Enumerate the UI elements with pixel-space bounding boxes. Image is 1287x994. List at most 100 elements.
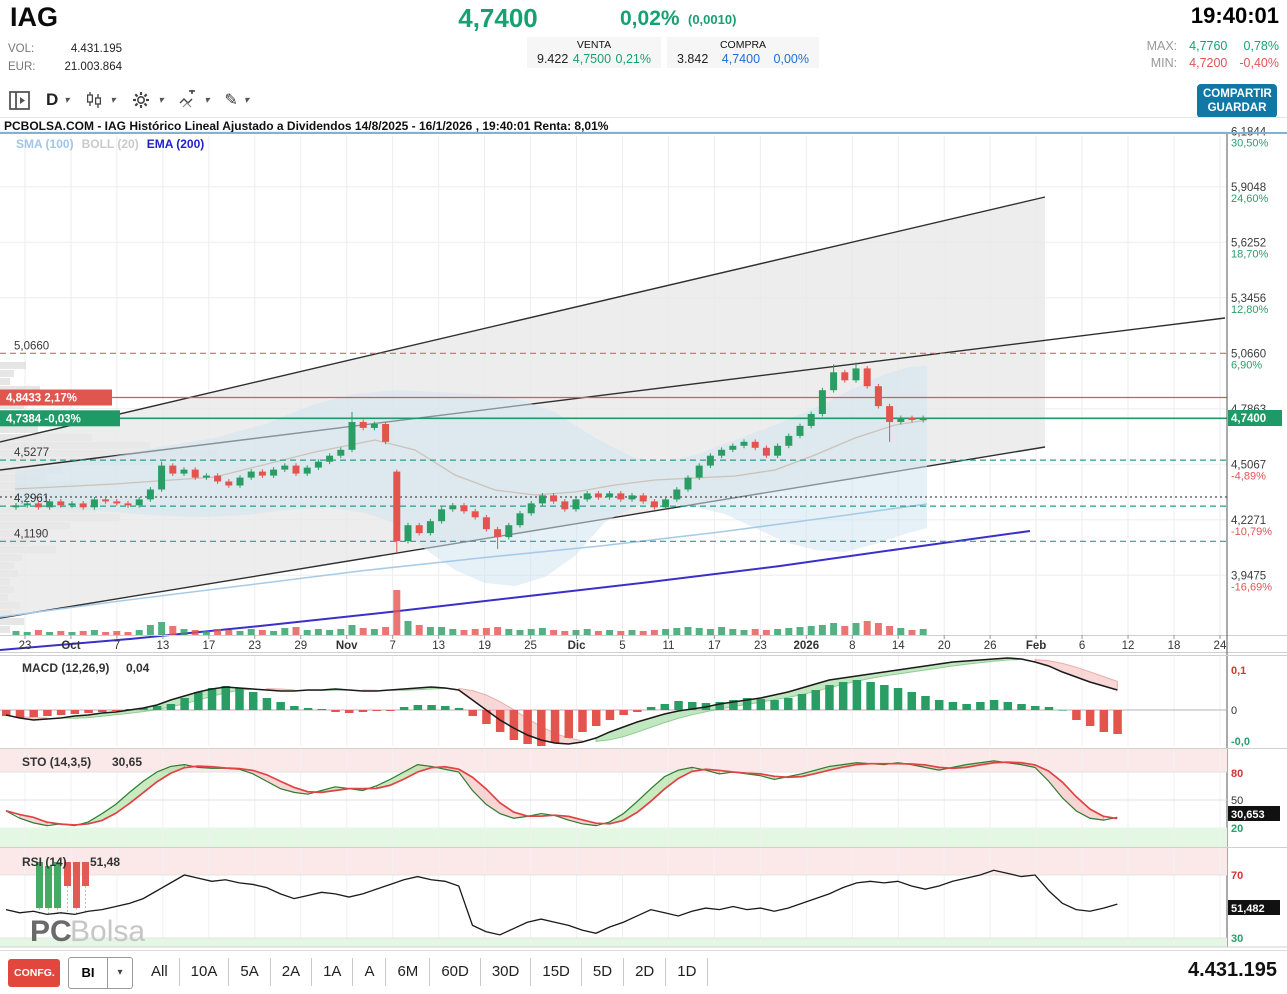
svg-text:4,5277: 4,5277 [14,447,49,459]
svg-text:13: 13 [432,640,445,652]
bid-pct: 0,21% [615,52,651,66]
period-15d[interactable]: 15D [531,958,582,986]
svg-text:Nov: Nov [336,640,358,652]
title-divider [0,132,1287,134]
svg-text:4,8433 2,17%: 4,8433 2,17% [6,393,77,405]
change-absolute: (0,0010) [688,12,737,27]
svg-text:80: 80 [1231,768,1243,780]
chevron-down-icon: ▾ [243,94,249,106]
svg-text:2026: 2026 [794,640,820,652]
period-2a[interactable]: 2A [271,958,313,986]
svg-text:-4,89%: -4,89% [1231,470,1266,482]
period-2d[interactable]: 2D [624,958,667,986]
vol-value: 4.431.195 [70,43,122,55]
svg-text:5: 5 [619,640,625,652]
svg-text:5,0660: 5,0660 [14,340,49,352]
svg-text:18,70%: 18,70% [1231,248,1269,260]
period-5d[interactable]: 5D [582,958,625,986]
svg-text:11: 11 [662,640,674,652]
svg-text:24: 24 [1214,640,1227,652]
macd-label: MACD (12,26,9) [22,661,110,675]
volume-eur-block: VOL: 4.431.195 EUR: 21.003.864 [8,40,122,76]
max-min-block: MAX: 4,7760 0,78% MIN: 4,7200 -0,40% [1135,38,1279,72]
svg-text:Oct: Oct [61,640,80,652]
index-selector-value[interactable]: BI [69,958,108,988]
share-save-button[interactable]: COMPARTIR GUARDAR [1197,84,1277,118]
svg-text:30,653: 30,653 [1231,809,1265,821]
chevron-down-icon: ▾ [158,94,164,106]
ask-pct: 0,00% [773,52,809,66]
rsi-value: 51,48 [90,855,121,869]
config-button[interactable]: CONFG. [8,959,60,987]
period-1d[interactable]: 1D [666,958,709,986]
period-30d[interactable]: 30D [481,958,532,986]
svg-text:7: 7 [114,640,120,652]
eur-value: 21.003.864 [64,61,122,73]
chart-type-select[interactable]: ▾ [84,90,115,110]
chevron-down-icon[interactable]: ▾ [117,967,123,978]
symbol-title: IAG [10,2,59,32]
svg-text:12: 12 [1122,640,1135,652]
svg-text:PC: PC [30,915,72,948]
svg-text:6: 6 [1079,640,1085,652]
svg-text:6,90%: 6,90% [1231,359,1262,371]
svg-text:30: 30 [1231,933,1243,945]
svg-text:Feb: Feb [1026,640,1046,652]
svg-text:13: 13 [156,640,169,652]
svg-text:30,50%: 30,50% [1231,137,1269,149]
chart-toolbar: D ▾ ▾ ▾ ▾ ✎ ▾ [8,84,249,116]
timeframe-value: D [46,90,59,109]
svg-text:3,9475: 3,9475 [1231,570,1266,582]
candlestick-icon [87,92,102,108]
min-label: MIN: [1150,56,1178,70]
svg-text:70: 70 [1231,870,1243,882]
svg-text:17: 17 [202,640,215,652]
bid-box: VENTA 9.422 4,7500 0,21% [527,37,661,68]
chevron-down-icon: ▾ [204,94,210,106]
svg-text:7: 7 [389,640,395,652]
chevron-down-icon: ▾ [110,94,116,106]
svg-text:4,2961: 4,2961 [14,493,49,505]
period-1a[interactable]: 1A [312,958,354,986]
svg-text:51,482: 51,482 [1231,903,1265,915]
share-line2: GUARDAR [1207,102,1267,114]
last-price: 4,7400 [458,3,538,33]
svg-text:8: 8 [849,640,855,652]
svg-text:0: 0 [1231,705,1237,717]
svg-text:29: 29 [294,640,307,652]
svg-text:20: 20 [1231,823,1243,835]
period-all[interactable]: All [140,958,180,986]
share-line1: COMPARTIR [1203,88,1272,100]
max-price: 4,7760 [1189,39,1228,53]
max-label: MAX: [1146,39,1178,53]
timeframe-select[interactable]: D ▾ [46,90,69,110]
ask-label: COMPRA [719,39,767,51]
svg-text:4,7400: 4,7400 [1231,413,1266,425]
bottom-toolbar: CONFG. BI ▾ All 10A 5A 2A 1A A 6M 60D 30D 15D 5D 2D… [0,950,1287,994]
svg-text:12,80%: 12,80% [1231,304,1269,316]
svg-text:18: 18 [1168,640,1181,652]
period-a[interactable]: A [353,958,387,986]
period-6m[interactable]: 6M [386,958,431,986]
settings-select[interactable]: ▾ [130,89,163,111]
layout-panel-icon[interactable] [8,89,31,112]
legend-boll[interactable]: BOLL (20) [81,137,139,151]
period-10a[interactable]: 10A [180,958,230,986]
change-percent: 0,02% [620,7,680,30]
svg-text:5,9048: 5,9048 [1231,182,1266,194]
sto-label: STO (14,3,5) [22,755,92,769]
ask-box: COMPRA 3.842 4,7400 0,00% [667,37,819,68]
chart-title: PCBOLSA.COM - IAG Histórico Lineal Ajust… [4,119,609,133]
period-5a[interactable]: 5A [229,958,271,986]
legend-ema[interactable]: EMA (200) [146,137,205,151]
vol-label: VOL: [8,43,35,55]
max-pct: 0,78% [1243,39,1279,53]
svg-text:17: 17 [708,640,721,652]
period-60d[interactable]: 60D [430,958,481,986]
legend-sma[interactable]: SMA (100) [16,137,74,151]
add-indicator-select[interactable]: ▾ [178,90,209,110]
draw-tools-select[interactable]: ✎ ▾ [224,90,248,110]
svg-text:25: 25 [524,640,537,652]
indicator-legend: SMA (100) BOLL (20) EMA (200) [16,137,212,151]
